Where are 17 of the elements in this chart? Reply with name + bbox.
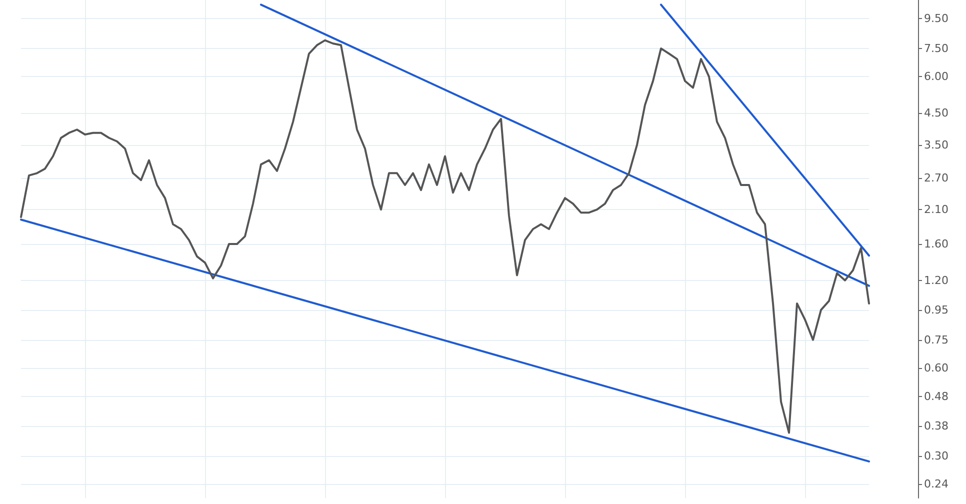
- y-tick-label: 7.50: [924, 42, 948, 55]
- y-tick-label: 0.48: [924, 390, 948, 403]
- y-tick-label: 2.70: [924, 171, 948, 184]
- y-tick-label: 0.60: [924, 362, 948, 375]
- y-tick-label: 0.38: [924, 419, 948, 432]
- y-tick-label: 2.10: [924, 203, 948, 216]
- y-tick-label: 1.20: [924, 274, 948, 287]
- y-tick-label: 0.24: [924, 478, 948, 491]
- y-tick-label: 0.75: [924, 333, 948, 346]
- y-tick-label: 0.30: [924, 449, 948, 462]
- y-tick-label: 0.95: [924, 303, 948, 316]
- y-tick-label: 3.50: [924, 138, 948, 152]
- y-tick-label: 9.50: [924, 12, 948, 26]
- y-tick-label: 1.60: [924, 237, 948, 250]
- y-tick-label: 4.50: [924, 106, 948, 120]
- y-tick-label: 6.00: [924, 70, 948, 84]
- line-series: [20, 39, 870, 434]
